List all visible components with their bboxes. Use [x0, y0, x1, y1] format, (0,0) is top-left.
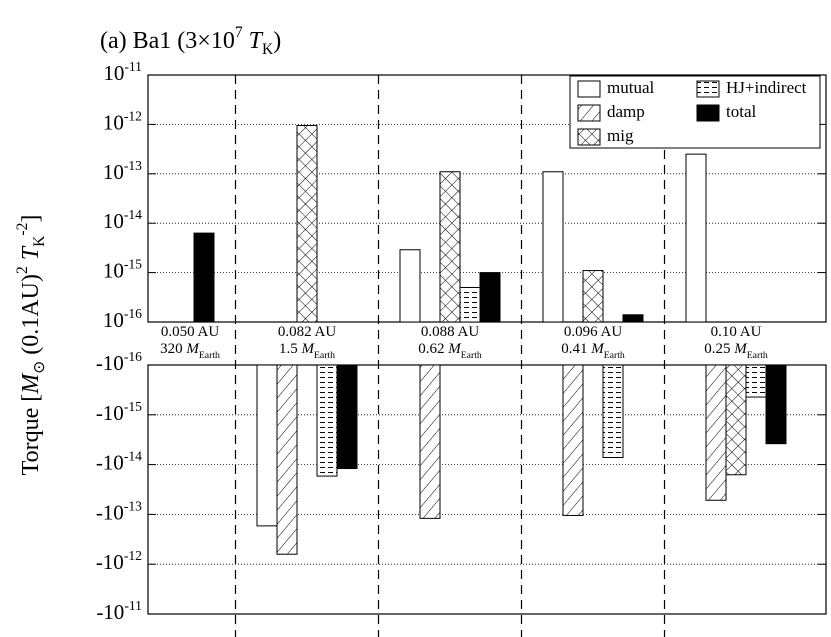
bar [193, 232, 215, 323]
bar [296, 125, 318, 323]
bar [582, 270, 604, 323]
x-tick-label: 0.62 MEarth [418, 341, 482, 360]
bar [705, 364, 727, 501]
legend-label: total [726, 102, 756, 121]
chart-title: (a) Ba1 (3×107 TK) [100, 24, 281, 58]
bar [256, 364, 278, 527]
legend-box [569, 75, 821, 149]
y-tick-label: 10-11 [103, 59, 142, 85]
legend-swatch [577, 104, 601, 122]
y-axis-label: Torque [M⊙ (0.1AU)2 TK-2] [14, 215, 48, 476]
bar [439, 171, 461, 323]
bar [419, 364, 441, 519]
bar [276, 364, 298, 555]
legend-label: mig [607, 126, 634, 145]
x-tick-label: 0.082 AU [278, 324, 337, 340]
y-tick-label: 10-12 [103, 108, 142, 134]
bar [685, 153, 707, 323]
x-tick-label: 0.41 MEarth [561, 341, 625, 360]
legend-label: mutual [607, 78, 654, 97]
y-tick-label: -10-16 [96, 349, 142, 375]
legend-swatch [696, 104, 720, 122]
legend-label: damp [607, 102, 645, 121]
x-tick-label: 0.050 AU [161, 324, 220, 340]
legend-swatch [577, 80, 601, 98]
x-tick-label: 1.5 MEarth [279, 341, 335, 360]
x-tick-label: 0.10 AU [711, 324, 762, 340]
bar [725, 364, 747, 476]
legend-swatch [577, 128, 601, 146]
legend-swatch [696, 80, 720, 98]
y-tick-label: -10-14 [96, 448, 142, 474]
bar [745, 364, 767, 398]
plot-frame [147, 364, 827, 615]
bar [622, 314, 644, 323]
y-tick-label: 10-13 [103, 157, 142, 183]
y-tick-label: -10-13 [96, 498, 142, 524]
bar [459, 286, 481, 323]
x-tick-label: 320 MEarth [160, 341, 220, 360]
bar [542, 171, 564, 323]
bar [316, 364, 338, 477]
x-tick-label: 0.096 AU [564, 324, 623, 340]
y-tick-label: -10-12 [96, 548, 142, 574]
bar [562, 364, 584, 516]
y-tick-label: 10-16 [103, 306, 142, 332]
y-tick-label: 10-14 [103, 207, 142, 233]
legend-label: HJ+indirect [726, 78, 807, 97]
bar [765, 364, 787, 445]
bar [602, 364, 624, 458]
x-tick-label: 0.25 MEarth [704, 341, 768, 360]
y-tick-label: -10-11 [96, 598, 142, 624]
bar [399, 249, 421, 323]
bar [479, 272, 501, 323]
y-tick-label: 10-15 [103, 256, 142, 282]
bar [336, 364, 358, 470]
y-tick-label: -10-15 [96, 398, 142, 424]
x-tick-label: 0.088 AU [421, 324, 480, 340]
